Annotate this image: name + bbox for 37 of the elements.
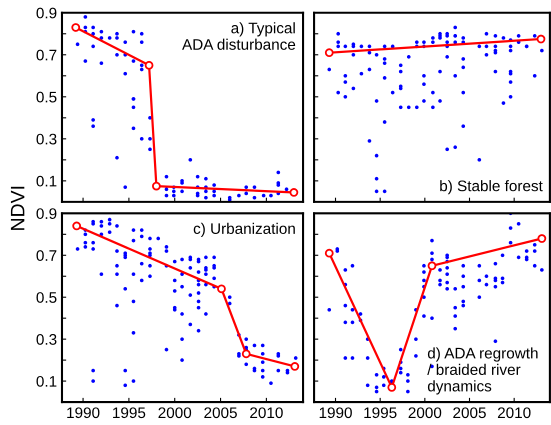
x-tick-label: 1995 xyxy=(113,407,146,418)
point xyxy=(324,248,334,258)
x-tick-label: 2005 xyxy=(453,407,486,418)
point xyxy=(217,284,226,294)
annotation: d) ADA regrowth / braided river dynamics xyxy=(427,347,538,394)
y-axis-title: NDVI xyxy=(10,186,24,230)
annotation: b) Stable forest xyxy=(440,180,543,194)
point xyxy=(387,382,396,392)
x-tick-label: 2010 xyxy=(498,407,531,418)
point xyxy=(242,349,251,358)
annotation: c) Urbanization xyxy=(194,222,295,238)
y-tick-label: 0.5 xyxy=(36,92,56,102)
point xyxy=(152,182,161,190)
x-tick-label: 1995 xyxy=(364,407,397,418)
x-tick-label: 2000 xyxy=(408,407,442,418)
y-tick-label: 0.3 xyxy=(36,134,56,145)
x-tick-label: 2000 xyxy=(158,407,192,418)
y-tick-label: 0.9 xyxy=(36,8,56,18)
y-tick-label: 0.7 xyxy=(36,250,56,261)
y-tick-label: 0.5 xyxy=(36,292,56,303)
y-tick-label: 0.9 xyxy=(36,208,56,220)
y-tick-label: 0.1 xyxy=(36,376,56,387)
annotation: a) Typical ADA disturbance xyxy=(182,22,296,50)
point xyxy=(290,188,298,197)
point xyxy=(428,261,436,270)
point xyxy=(72,222,82,230)
y-tick-label: 0.7 xyxy=(36,50,56,60)
point xyxy=(71,23,80,32)
x-tick-label: 1990 xyxy=(67,407,100,418)
x-tick-label: 2005 xyxy=(204,407,237,418)
y-tick-label: 0.3 xyxy=(36,334,56,345)
x-tick-label: 2010 xyxy=(250,407,283,418)
point xyxy=(144,60,154,70)
point xyxy=(537,234,546,243)
x-tick-label: 1990 xyxy=(320,407,352,418)
y-tick-label: 0.1 xyxy=(36,176,56,187)
point xyxy=(290,362,300,371)
